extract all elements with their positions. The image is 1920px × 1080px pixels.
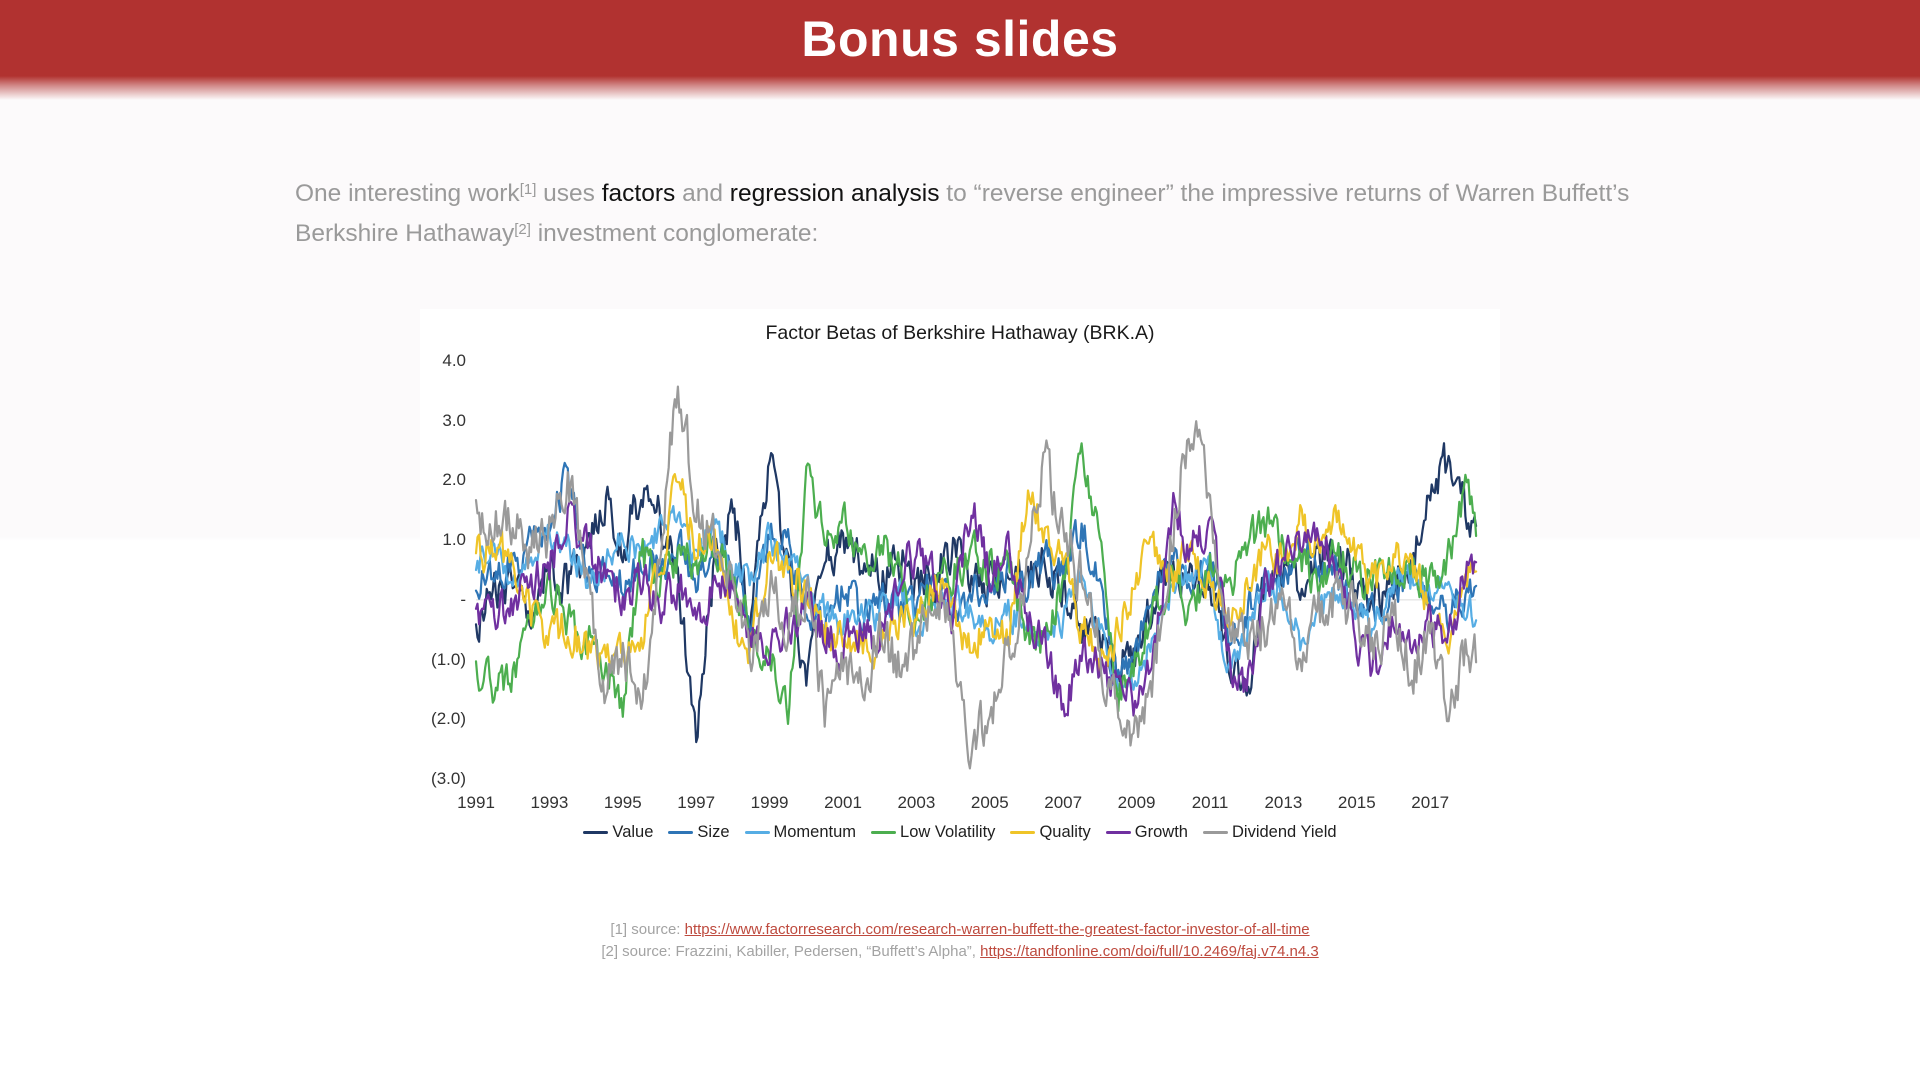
legend-item: Size xyxy=(668,823,730,842)
intro-text-segment: regression analysis xyxy=(729,179,940,207)
footnote-1-link[interactable]: https://www.factorresearch.com/research-… xyxy=(684,921,1310,938)
legend-item: Dividend Yield xyxy=(1202,823,1337,842)
series-line-growth xyxy=(474,491,1478,718)
intro-text-segment: and xyxy=(675,179,730,207)
legend-swatch xyxy=(1010,830,1036,835)
legend-label: Size xyxy=(697,823,730,841)
footnote-1-label: [1] source: xyxy=(610,921,685,938)
footnote-2: [2] source: Frazzini, Kabiller, Pedersen… xyxy=(0,941,1920,963)
footnote-2-label: [2] source: Frazzini, Kabiller, Pedersen… xyxy=(601,942,981,960)
x-tick-label: 1997 xyxy=(677,793,716,812)
x-tick-label: 2003 xyxy=(897,793,936,812)
footnotes: [1] source: https://www.factorresearch.c… xyxy=(0,919,1920,962)
legend-item: Growth xyxy=(1105,823,1188,842)
legend-swatch xyxy=(744,830,770,835)
series-line-size xyxy=(474,461,1478,684)
intro-text-segment: factors xyxy=(601,179,676,207)
chart-panel: Factor Betas of Berkshire Hathaway (BRK.… xyxy=(420,309,1500,923)
legend-label: Value xyxy=(612,823,654,841)
series-line-dividend-yield xyxy=(474,385,1478,770)
x-tick-label: 2007 xyxy=(1044,793,1083,812)
slide-title-bar: Bonus slides xyxy=(0,0,1920,104)
legend-swatch xyxy=(1105,830,1131,835)
y-tick-label: (2.0) xyxy=(431,709,466,729)
legend-swatch xyxy=(1202,830,1228,835)
footnote-1: [1] source: https://www.factorresearch.c… xyxy=(0,919,1920,941)
legend-label: Low Volatility xyxy=(900,823,996,841)
x-tick-label: 2001 xyxy=(824,793,862,812)
y-tick-label: 1.0 xyxy=(442,530,466,550)
y-tick-label: (1.0) xyxy=(431,649,466,669)
legend-label: Quality xyxy=(1039,823,1091,841)
legend-label: Dividend Yield xyxy=(1231,823,1337,841)
slide-title: Bonus slides xyxy=(801,11,1119,67)
footnote-reference: [1] xyxy=(519,180,537,198)
y-tick-label: 3.0 xyxy=(442,410,466,430)
intro-text-segment: to “reverse engineer” the impressive ret… xyxy=(295,179,1630,247)
x-tick-label: 2009 xyxy=(1117,793,1156,812)
footnote-reference: [2] xyxy=(514,220,531,238)
y-tick-label: - xyxy=(460,589,466,609)
legend-swatch xyxy=(583,830,609,835)
x-tick-label: 1993 xyxy=(530,793,569,812)
x-tick-label: 1991 xyxy=(457,793,495,812)
intro-text-segment: One interesting work xyxy=(295,179,520,207)
legend-swatch xyxy=(668,830,694,835)
x-tick-label: 2017 xyxy=(1411,793,1450,812)
legend-item: Momentum xyxy=(744,823,857,842)
y-tick-label: 2.0 xyxy=(442,470,466,490)
x-tick-label: 1999 xyxy=(750,793,789,812)
chart-title: Factor Betas of Berkshire Hathaway (BRK.… xyxy=(765,322,1155,344)
footnote-2-link[interactable]: https://tandfonline.com/doi/full/10.2469… xyxy=(980,942,1319,960)
y-tick-label: 4.0 xyxy=(442,351,466,370)
legend-item: Value xyxy=(583,823,653,842)
x-tick-label: 2011 xyxy=(1191,793,1229,812)
x-tick-label: 2013 xyxy=(1264,793,1303,812)
y-tick-label: (3.0) xyxy=(431,769,466,788)
legend-label: Momentum xyxy=(773,823,857,841)
legend-item: Quality xyxy=(1010,823,1091,842)
chart-legend: Value Size Momentum Low Volatility Quality Gr… xyxy=(420,823,1500,842)
intro-text-segment: investment conglomerate: xyxy=(530,219,819,247)
x-tick-label: 2005 xyxy=(970,793,1009,812)
chart-plot xyxy=(474,385,1478,770)
series-line-low-volatility xyxy=(474,442,1478,725)
x-tick-label: 1995 xyxy=(603,793,642,812)
intro-paragraph: One interesting work[1] uses factors and… xyxy=(295,174,1655,254)
intro-text-segment: uses xyxy=(536,179,602,207)
legend-item: Low Volatility xyxy=(871,823,995,842)
x-tick-label: 2015 xyxy=(1337,793,1376,812)
legend-label: Growth xyxy=(1134,823,1188,841)
legend-swatch xyxy=(871,830,897,835)
